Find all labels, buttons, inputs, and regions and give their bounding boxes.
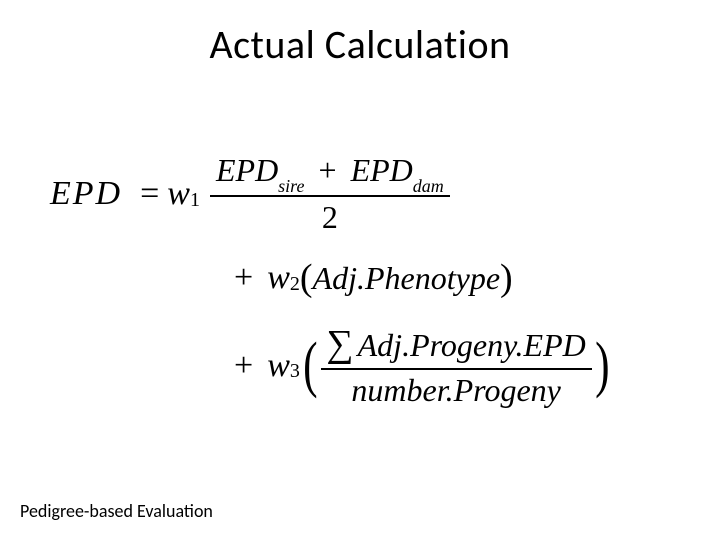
- open-paren-3: (: [303, 338, 317, 394]
- formula-line-1: EPD = w1 EPDsire + EPDdam 2: [50, 150, 670, 238]
- slide: Actual Calculation EPD = w1 EPDsire + EP…: [0, 0, 720, 540]
- lhs-epd: EPD: [50, 175, 122, 213]
- weight-2-sub: 2: [290, 273, 300, 296]
- num-sire-sub: sire: [278, 176, 304, 196]
- slide-title: Actual Calculation: [0, 20, 720, 69]
- footer-text: Pedigree-based Evaluation: [20, 500, 213, 522]
- close-paren-2: ): [500, 256, 513, 300]
- fraction-3: ∑Adj.Progeny.EPD number.Progeny: [321, 320, 592, 411]
- plus-3: +: [234, 347, 253, 385]
- weight-3: w: [267, 347, 290, 385]
- formula-line-2: + w2 ( Adj.Phenotype ): [220, 256, 670, 300]
- fraction-1-den: 2: [316, 197, 344, 238]
- weight-1: w: [167, 175, 190, 213]
- adj-phenotype: Adj.Phenotype: [313, 260, 500, 297]
- sum-symbol: ∑: [327, 323, 354, 365]
- plus-2: +: [234, 259, 253, 297]
- weight-1-sub: 1: [190, 189, 200, 212]
- weight-2: w: [267, 259, 290, 297]
- weight-3-sub: 3: [290, 360, 300, 383]
- num-plus: +: [319, 152, 337, 188]
- fraction-3-num: ∑Adj.Progeny.EPD: [321, 320, 592, 368]
- formula-line-3: + w3 ( ∑Adj.Progeny.EPD number.Progeny ): [220, 320, 670, 411]
- close-paren-3: ): [595, 338, 609, 394]
- fraction-1: EPDsire + EPDdam 2: [210, 150, 450, 238]
- num-epd-sire: EPD: [216, 152, 278, 188]
- open-paren-2: (: [300, 256, 313, 300]
- equals-sign: =: [140, 175, 159, 213]
- fraction-1-num: EPDsire + EPDdam: [210, 150, 450, 195]
- num-epd-dam: EPD: [351, 152, 413, 188]
- num-dam-sub: dam: [413, 176, 444, 196]
- formula-block: EPD = w1 EPDsire + EPDdam 2 + w2 ( Adj.P…: [50, 150, 670, 411]
- adj-progeny-epd: Adj.Progeny.EPD: [358, 327, 586, 363]
- fraction-3-den: number.Progeny: [345, 370, 566, 411]
